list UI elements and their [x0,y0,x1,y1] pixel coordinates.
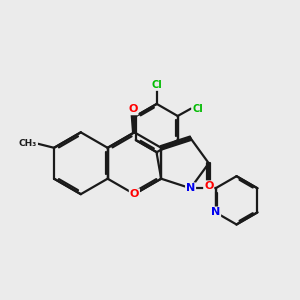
Text: Cl: Cl [192,103,203,114]
Text: Cl: Cl [152,80,162,90]
Text: O: O [130,189,139,199]
Text: CH₃: CH₃ [19,139,37,148]
Text: O: O [128,104,138,114]
Text: N: N [211,207,220,218]
Text: O: O [204,181,213,191]
Text: N: N [186,183,195,193]
